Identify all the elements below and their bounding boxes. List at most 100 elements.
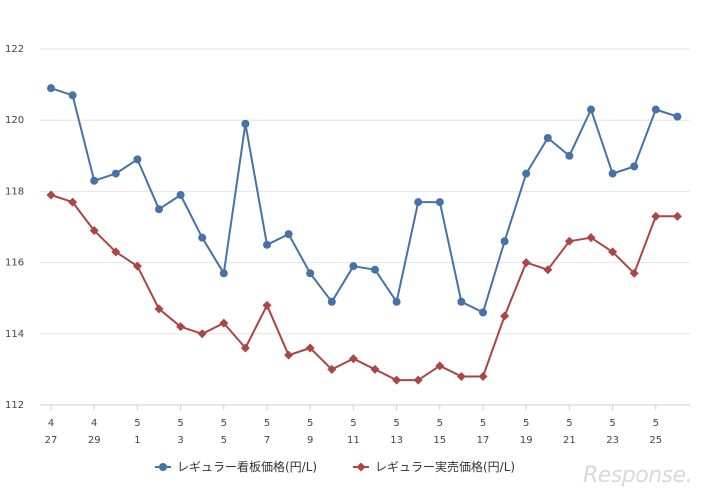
x-tick-day: 27 — [45, 435, 58, 446]
data-point[interactable] — [651, 105, 660, 114]
data-point[interactable] — [370, 364, 380, 374]
data-point[interactable] — [176, 190, 185, 199]
y-tick-label: 122 — [5, 44, 24, 55]
data-point[interactable] — [219, 269, 228, 278]
data-point[interactable] — [155, 205, 163, 214]
data-point[interactable] — [90, 176, 99, 185]
response-logo: Response. — [583, 463, 693, 488]
data-point[interactable] — [68, 91, 77, 100]
data-point[interactable] — [198, 233, 207, 242]
y-tick-label: 114 — [5, 329, 24, 340]
x-tick-month: 5 — [566, 418, 572, 429]
data-point[interactable] — [435, 361, 445, 371]
data-point[interactable] — [68, 197, 78, 207]
x-tick-day: 9 — [307, 435, 313, 446]
data-point[interactable] — [327, 297, 336, 306]
x-tick-month: 5 — [437, 418, 443, 429]
x-tick-month: 4 — [48, 418, 54, 429]
data-point[interactable] — [47, 84, 55, 93]
data-point[interactable] — [435, 198, 444, 207]
data-point[interactable] — [197, 329, 207, 339]
legend[interactable]: レギュラー看板価格(円/L) レギュラー実売価格(円/L) — [155, 459, 515, 474]
data-point[interactable] — [241, 119, 250, 128]
data-point[interactable] — [479, 308, 487, 317]
data-point[interactable] — [629, 268, 639, 278]
data-point[interactable] — [46, 190, 56, 200]
data-point[interactable] — [586, 233, 596, 243]
x-tick-day: 19 — [520, 435, 533, 446]
x-tick-month: 5 — [134, 418, 140, 429]
data-point[interactable] — [673, 112, 682, 121]
data-point[interactable] — [263, 240, 271, 249]
data-point[interactable] — [219, 318, 229, 328]
data-point[interactable] — [111, 247, 121, 257]
y-tick-label: 116 — [5, 258, 24, 269]
data-point[interactable] — [543, 134, 552, 142]
x-tick-day: 7 — [264, 435, 270, 446]
series-2[interactable] — [46, 190, 682, 385]
x-tick-day: 21 — [563, 435, 576, 446]
x-tick-month: 5 — [480, 418, 486, 429]
data-point[interactable] — [306, 269, 315, 278]
legend-label: レギュラー実売価格(円/L) — [375, 459, 515, 474]
data-point[interactable] — [565, 151, 574, 160]
data-point[interactable] — [262, 300, 272, 310]
data-point[interactable] — [305, 343, 315, 353]
data-point[interactable] — [327, 364, 337, 374]
x-tick-month: 5 — [264, 418, 270, 429]
data-point[interactable] — [457, 297, 466, 306]
x-tick-month: 5 — [609, 418, 615, 429]
data-point[interactable] — [392, 297, 401, 306]
y-tick-label: 118 — [5, 186, 24, 197]
data-point[interactable] — [500, 311, 510, 321]
legend-item[interactable]: レギュラー看板価格(円/L) — [155, 459, 317, 474]
data-point[interactable] — [176, 322, 186, 332]
data-point[interactable] — [587, 105, 595, 114]
legend-marker — [159, 463, 167, 471]
data-point[interactable] — [543, 265, 553, 275]
data-point[interactable] — [349, 262, 358, 271]
data-point[interactable] — [348, 354, 358, 364]
x-tick-day: 15 — [433, 435, 446, 446]
data-point[interactable] — [413, 375, 423, 385]
data-point[interactable] — [651, 211, 661, 221]
data-point[interactable] — [240, 343, 250, 353]
data-point[interactable] — [392, 375, 402, 385]
data-point[interactable] — [456, 372, 466, 382]
x-tick-day: 11 — [347, 435, 360, 446]
data-point[interactable] — [132, 261, 142, 271]
data-point[interactable] — [133, 155, 142, 164]
series-1[interactable] — [47, 84, 682, 317]
data-point[interactable] — [154, 304, 164, 314]
x-tick-day: 3 — [177, 435, 183, 446]
y-axis: 112 114 116 118 120 122 — [5, 44, 24, 411]
x-tick-month: 5 — [393, 418, 399, 429]
series-line — [50, 194, 678, 382]
data-point[interactable] — [608, 247, 618, 257]
data-point[interactable] — [500, 237, 509, 246]
data-point[interactable] — [522, 169, 531, 178]
data-point[interactable] — [564, 236, 574, 246]
x-tick-month: 5 — [653, 418, 659, 429]
data-point[interactable] — [284, 350, 294, 360]
data-point[interactable] — [284, 230, 293, 239]
data-point[interactable] — [521, 258, 531, 268]
legend-marker — [356, 462, 366, 472]
series-line — [50, 87, 678, 314]
data-point[interactable] — [371, 265, 379, 274]
x-tick-month: 4 — [91, 418, 97, 429]
data-point[interactable] — [608, 169, 617, 178]
y-tick-label: 112 — [5, 400, 24, 411]
x-tick-day: 5 — [221, 435, 227, 446]
data-point[interactable] — [478, 372, 488, 382]
data-point[interactable] — [672, 211, 682, 221]
data-point[interactable] — [111, 169, 120, 178]
data-point[interactable] — [89, 226, 99, 236]
x-tick-month: 5 — [523, 418, 529, 429]
data-point[interactable] — [414, 198, 423, 207]
x-tick-day: 1 — [134, 435, 140, 446]
data-point[interactable] — [630, 162, 639, 171]
x-tick-day: 17 — [477, 435, 490, 446]
legend-item[interactable]: レギュラー実売価格(円/L) — [353, 459, 515, 474]
